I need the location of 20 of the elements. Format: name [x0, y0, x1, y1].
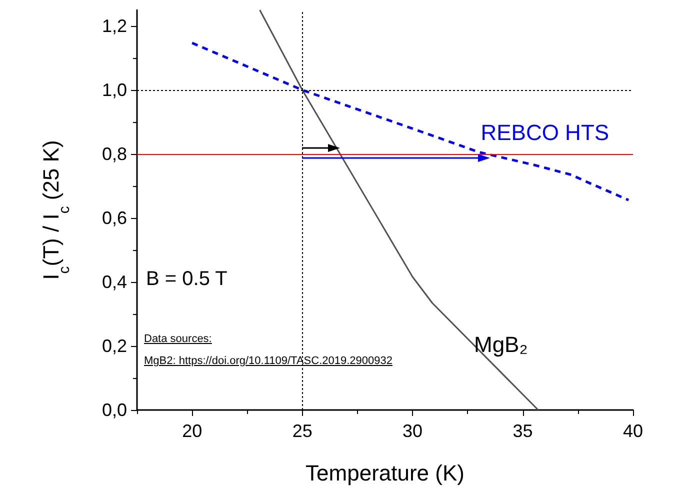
y-tick-label: 0,6	[102, 208, 127, 228]
annotation: MgB2: https://doi.org/10.1109/TASC.2019.2900932	[144, 355, 392, 367]
x-axis-title: Temperature (K)	[306, 460, 464, 486]
x-tick-label: 35	[512, 421, 533, 441]
x-tick-label: 30	[402, 421, 423, 441]
y-tick-label: 0,8	[102, 144, 127, 164]
x-tick-label: 20	[182, 421, 202, 441]
annotation: MgB₂	[474, 332, 528, 358]
y-tick-label: 0,4	[102, 272, 127, 292]
annotation: B = 0.5 T	[146, 268, 228, 291]
annotation: Data sources:	[144, 333, 212, 345]
y-tick-label: 1,2	[102, 16, 127, 36]
x-tick-label: 25	[292, 421, 312, 441]
x-tick-label: 40	[622, 421, 644, 441]
annotation: REBCO HTS	[480, 120, 610, 146]
y-axis-title: Ic(T) / Ic (25 K)	[38, 140, 73, 280]
y-tick-label: 0,2	[102, 336, 127, 356]
y-tick-label: 1,0	[102, 80, 127, 100]
line-series	[190, 42, 630, 202]
y-tick-label: 0,0	[102, 400, 127, 420]
